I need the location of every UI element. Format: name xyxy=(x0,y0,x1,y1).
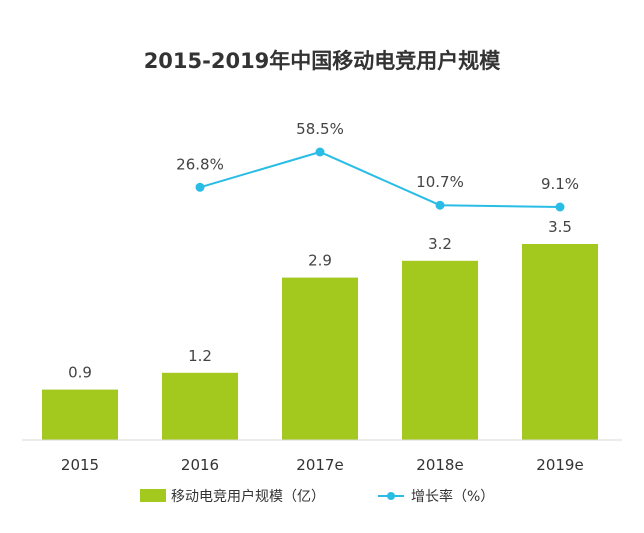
bar-2016 xyxy=(162,372,238,440)
growth-point-2017e xyxy=(315,147,325,157)
legend-label-line: 增长率（%） xyxy=(411,488,494,505)
legend: 移动电竞用户规模（亿） 增长率（%） xyxy=(140,488,494,505)
growth-point-2018e xyxy=(435,200,445,210)
x-tick-label: 2016 xyxy=(181,456,219,474)
x-tick-label: 2018e xyxy=(416,456,463,474)
x-tick-label: 2015 xyxy=(61,456,99,474)
x-tick-label: 2017e xyxy=(296,456,343,474)
legend-swatch-marker xyxy=(387,492,395,500)
bar-2019e xyxy=(522,244,598,440)
growth-line xyxy=(199,150,561,208)
chart-title: 2015-2019年中国移动电竞用户规模 xyxy=(144,49,502,73)
legend-label-bar: 移动电竞用户规模（亿） xyxy=(171,488,325,505)
growth-value-label: 10.7% xyxy=(416,173,464,191)
x-tick-label: 2019e xyxy=(536,456,583,474)
bar-value-label: 3.5 xyxy=(548,218,572,236)
bar-2018e xyxy=(402,260,478,440)
bar-value-label: 1.2 xyxy=(188,347,212,365)
growth-line-layer: 26.8% 58.5% 10.7% 9.1% xyxy=(176,120,579,212)
growth-value-label: 26.8% xyxy=(176,155,224,173)
x-tick-labels: 2015 2016 2017e 2018e 2019e xyxy=(61,456,584,474)
bar-value-label: 2.9 xyxy=(308,252,332,270)
bar-value-label: 3.2 xyxy=(428,235,452,253)
growth-value-label: 58.5% xyxy=(296,120,344,138)
bar-2017e xyxy=(282,277,358,440)
growth-point-2016 xyxy=(195,182,205,192)
growth-value-label: 9.1% xyxy=(541,175,579,193)
bar-2015 xyxy=(42,389,118,440)
legend-swatch-bar xyxy=(140,489,166,502)
growth-point-2019e xyxy=(555,202,565,212)
bars-layer: 0.9 1.2 2.9 3.2 3.5 xyxy=(42,218,598,440)
bar-value-label: 0.9 xyxy=(68,364,92,382)
